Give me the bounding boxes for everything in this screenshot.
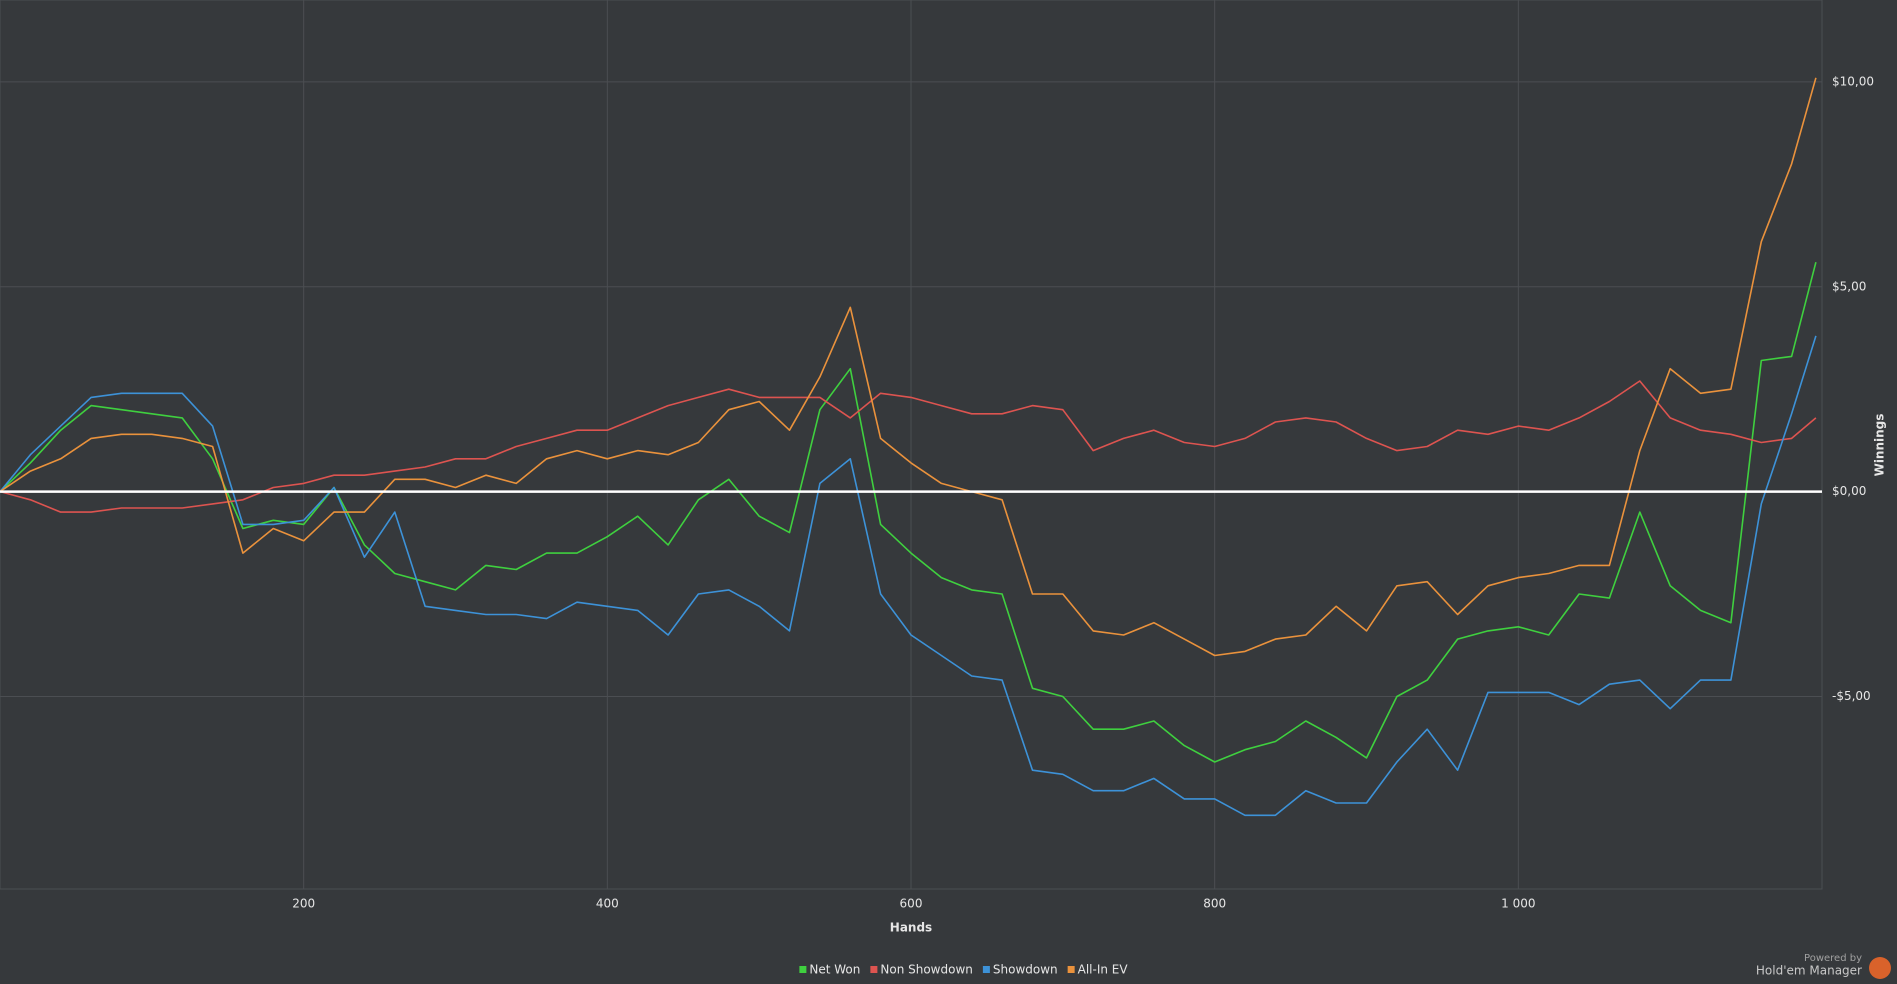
legend-swatch xyxy=(799,966,807,973)
x-axis-label: Hands xyxy=(890,921,932,935)
series-line xyxy=(0,335,1817,817)
legend-label: All-In EV xyxy=(1078,963,1129,977)
legend-label: Showdown xyxy=(993,963,1058,977)
legend-label: Net Won xyxy=(809,963,860,977)
y-tick-label: $5,00 xyxy=(1832,279,1866,293)
x-tick-label: 800 xyxy=(1203,897,1226,911)
series-line xyxy=(0,380,1817,513)
legend-label: Non Showdown xyxy=(880,963,973,977)
legend-swatch xyxy=(1067,966,1075,973)
series-line xyxy=(0,262,1817,763)
x-tick-label: 1 000 xyxy=(1501,897,1535,911)
powered-by: Powered by xyxy=(1804,953,1862,964)
legend-swatch xyxy=(870,966,878,973)
x-tick-label: 200 xyxy=(292,897,315,911)
y-tick-label: $0,00 xyxy=(1832,484,1866,498)
x-tick-label: 600 xyxy=(900,897,923,911)
series-line xyxy=(0,77,1817,657)
x-tick-label: 400 xyxy=(596,897,619,911)
y-axis-label: Winnings xyxy=(1873,414,1887,477)
legend-swatch xyxy=(982,966,990,973)
y-tick-label: $10,00 xyxy=(1832,74,1874,88)
logo xyxy=(1869,957,1891,979)
product-name: Hold'em Manager xyxy=(1756,964,1862,978)
y-tick-label: -$5,00 xyxy=(1832,689,1871,703)
